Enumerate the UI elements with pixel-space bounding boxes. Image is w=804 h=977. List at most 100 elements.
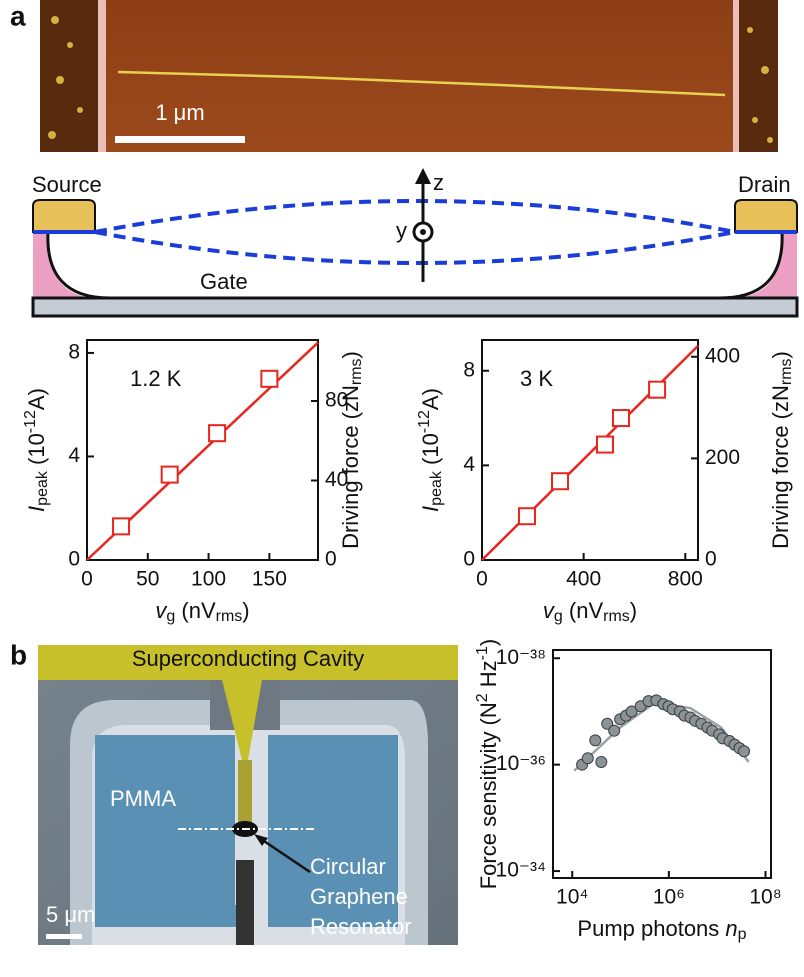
x-tick-label: 0	[476, 568, 488, 591]
axis-label: vg (nVrms)	[543, 598, 637, 625]
annotation: 1.2 K	[130, 366, 182, 391]
label-part: v	[155, 598, 168, 623]
data-point	[608, 724, 621, 737]
x-tick-label: 50	[136, 568, 159, 591]
label-part: n	[725, 916, 737, 941]
data-point	[595, 435, 614, 454]
label-part: rms	[216, 608, 243, 625]
y2-tick-label: 80	[325, 389, 348, 412]
device-schematic	[31, 168, 799, 318]
axis-label: Force sensitivity (N2 Hz-1)	[474, 639, 501, 890]
resonator-label: Resonator	[310, 914, 412, 939]
label-part: peak	[428, 470, 445, 506]
afm-image	[40, 0, 778, 152]
label-part: g	[554, 608, 563, 625]
label-part: peak	[34, 470, 51, 506]
data-point	[612, 409, 631, 428]
axis-label: Ipeak (10-12A)	[416, 388, 445, 512]
axis-label: z	[433, 170, 444, 195]
y2-tick-label: 0	[705, 548, 717, 571]
y-tick-label: 10⁻³⁴	[496, 859, 546, 882]
x-tick-label: 400	[566, 568, 601, 591]
y-tick-label: 8	[463, 358, 475, 381]
label-part: )	[768, 351, 793, 358]
x-tick-label: 800	[668, 568, 703, 591]
axis-label: Pump photons np	[577, 916, 746, 943]
data-point	[589, 734, 602, 747]
data-point	[112, 517, 131, 536]
x-tick-label: 10⁶	[653, 886, 685, 909]
data-point	[260, 369, 279, 388]
y2-tick-label: 400	[705, 344, 740, 367]
label-part: A)	[24, 388, 49, 410]
label-part: Driving force (zN	[338, 385, 363, 549]
label-part: I	[418, 506, 443, 512]
x-tick-label: 0	[81, 568, 93, 591]
label-part: )	[242, 598, 249, 623]
label-part: -12	[22, 410, 39, 433]
x-tick-label: 10⁴	[556, 886, 588, 909]
data-point	[551, 472, 570, 491]
label-part: Force sensitivity (N	[476, 702, 501, 889]
pmma-label: PMMA	[110, 786, 176, 811]
data-point	[601, 717, 614, 730]
axis-label: vg (nVrms)	[155, 598, 249, 625]
data-point	[738, 745, 751, 758]
label-part: Driving force (zN	[768, 385, 793, 549]
y-tick-label: 10⁻³⁸	[496, 646, 546, 669]
gate-label: Gate	[200, 269, 248, 294]
label-part: )	[476, 639, 501, 646]
data-point	[581, 752, 594, 765]
y-tick-label: 4	[68, 444, 80, 467]
axis-label: y	[396, 218, 407, 243]
label-part: p	[738, 926, 747, 943]
label-part: Hz	[476, 660, 501, 693]
y-tick-label: 0	[68, 548, 80, 571]
label-part: rms	[603, 608, 630, 625]
sem-image	[38, 645, 458, 945]
data-point	[595, 755, 608, 768]
label-part: I	[24, 506, 49, 512]
data-point	[208, 424, 227, 443]
label-part: (nV	[175, 598, 216, 623]
x-tick-label: 10⁸	[749, 886, 781, 909]
axis-label: Ipeak (10-12A)	[22, 388, 51, 512]
y2-tick-label: 200	[705, 446, 740, 469]
x-tick-label: 100	[191, 568, 226, 591]
label-part: g	[166, 608, 175, 625]
label-part: rms	[348, 358, 365, 385]
y2-tick-label: 40	[325, 468, 348, 491]
label-part: Pump photons	[577, 916, 725, 941]
label-part: (10	[418, 433, 443, 471]
data-point	[160, 465, 179, 484]
label-part: (nV	[563, 598, 604, 623]
x-tick-label: 150	[252, 568, 287, 591]
label-part: -12	[416, 410, 433, 433]
y-tick-label: 10⁻³⁶	[496, 752, 546, 775]
panel-label: b	[10, 639, 27, 670]
annotation: 3 K	[520, 366, 553, 391]
drain-label: Drain	[738, 172, 791, 197]
cavity-label: Superconducting Cavity	[132, 646, 364, 671]
y-tick-label: 4	[463, 453, 475, 476]
panel-label: a	[10, 0, 26, 31]
y-tick-label: 8	[68, 340, 80, 363]
label-part: )	[630, 598, 637, 623]
label-part: -1	[474, 646, 491, 660]
axis-label: Driving force (zNrms)	[338, 351, 365, 549]
plot-frame	[481, 339, 699, 561]
data-point	[517, 507, 536, 526]
label-part: rms	[778, 358, 795, 385]
label-part: v	[543, 598, 556, 623]
label-part: A)	[418, 388, 443, 410]
y2-tick-label: 0	[325, 548, 337, 571]
source-label: Source	[32, 172, 102, 197]
axis-label: Driving force (zNrms)	[768, 351, 795, 549]
label-part: (10	[24, 433, 49, 471]
label-part: )	[338, 351, 363, 358]
resonator-label: Graphene	[310, 884, 408, 909]
y-tick-label: 0	[463, 548, 475, 571]
fit-line	[481, 345, 699, 561]
resonator-label: Circular	[310, 854, 386, 879]
